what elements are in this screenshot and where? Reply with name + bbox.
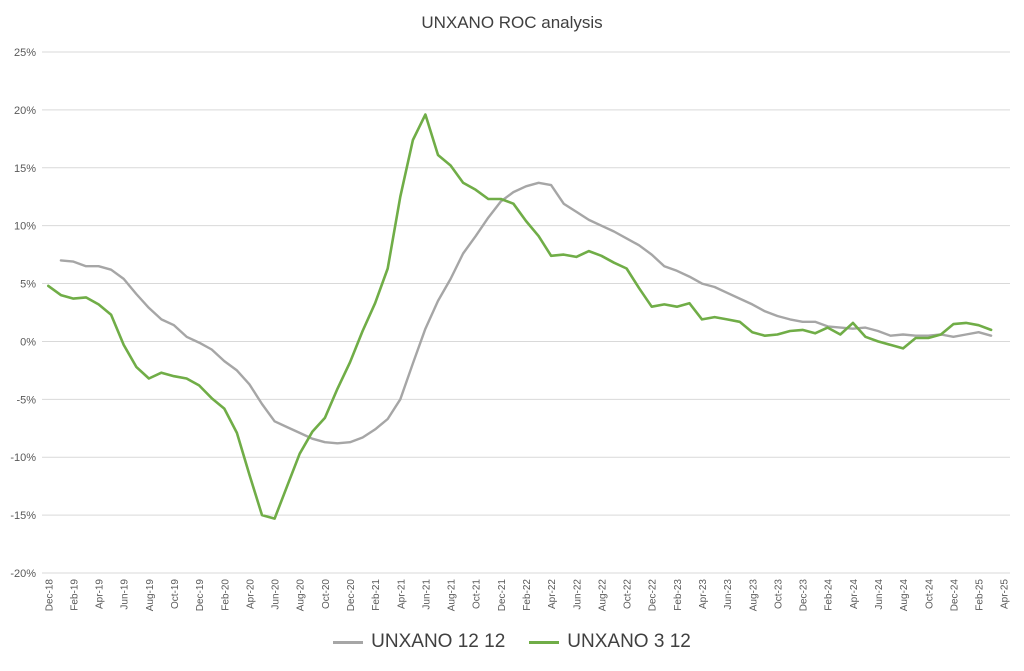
series-lines — [46, 113, 993, 520]
x-tick-label: Jun-21 — [421, 579, 432, 610]
x-tick-label: Feb-20 — [220, 579, 231, 611]
x-tick-label: Feb-21 — [371, 579, 382, 611]
legend-label-unxano-3-12: UNXANO 3 12 — [567, 631, 691, 652]
legend-item-unxano-3-12: UNXANO 3 12 — [529, 631, 691, 653]
chart-title: UNXANO ROC analysis — [421, 13, 603, 32]
x-tick-label: Dec-20 — [346, 579, 357, 612]
x-tick-label: Aug-20 — [296, 579, 307, 612]
x-tick-label: Dec-24 — [949, 579, 960, 612]
x-tick-label: Apr-21 — [396, 579, 407, 609]
x-tick-label: Dec-19 — [195, 579, 206, 612]
x-tick-label: Aug-19 — [145, 579, 156, 612]
legend: UNXANO 12 12 UNXANO 3 12 — [0, 631, 1024, 653]
x-tick-label: Jun-22 — [572, 579, 583, 610]
x-tick-label: Aug-24 — [899, 579, 910, 612]
y-tick-label: -5% — [16, 394, 36, 406]
x-tick-label: Aug-23 — [748, 579, 759, 612]
x-tick-label: Aug-22 — [597, 579, 608, 612]
legend-swatch-unxano-12-12 — [333, 640, 364, 644]
x-tick-label: Jun-19 — [120, 579, 131, 610]
series-line-unxano-12-12 — [59, 181, 993, 445]
x-tick-label: Apr-25 — [1000, 579, 1011, 609]
x-tick-label: Oct-20 — [321, 579, 332, 609]
x-tick-label: Dec-22 — [648, 579, 659, 612]
y-tick-label: 15% — [14, 163, 36, 175]
y-tick-label: -20% — [10, 568, 36, 580]
x-tick-label: Jun-23 — [723, 579, 734, 610]
y-axis-tick-labels: -20% -15% -10% -5% 0% 5% 10% 15% 20% 25% — [10, 47, 36, 580]
x-tick-label: Apr-20 — [245, 579, 256, 609]
x-tick-label: Aug-21 — [447, 579, 458, 612]
y-tick-label: 20% — [14, 105, 36, 117]
x-tick-label: Oct-21 — [472, 579, 483, 609]
x-tick-label: Feb-19 — [69, 579, 80, 611]
x-tick-label: Feb-22 — [522, 579, 533, 611]
x-tick-label: Jun-24 — [874, 579, 885, 610]
y-tick-label: -10% — [10, 452, 36, 464]
x-tick-label: Apr-19 — [95, 579, 106, 609]
x-tick-label: Dec-23 — [799, 579, 810, 612]
x-tick-label: Jun-20 — [271, 579, 282, 610]
legend-item-unxano-12-12: UNXANO 12 12 — [333, 631, 505, 653]
x-tick-label: Oct-23 — [773, 579, 784, 609]
x-tick-label: Apr-23 — [698, 579, 709, 609]
gridlines — [42, 51, 1010, 574]
y-tick-label: 0% — [20, 336, 36, 348]
x-tick-label: Oct-22 — [623, 579, 634, 609]
legend-label-unxano-12-12: UNXANO 12 12 — [371, 631, 506, 652]
x-tick-label: Feb-24 — [824, 579, 835, 611]
x-tick-label: Apr-24 — [849, 579, 860, 609]
y-tick-label: 5% — [20, 279, 36, 291]
x-tick-label: Oct-24 — [924, 579, 935, 609]
x-tick-label: Oct-19 — [170, 579, 181, 609]
x-tick-label: Apr-22 — [547, 579, 558, 609]
legend-swatch-unxano-3-12 — [529, 640, 560, 644]
x-tick-label: Feb-23 — [673, 579, 684, 611]
y-tick-label: -15% — [10, 510, 36, 522]
x-tick-label: Dec-21 — [497, 579, 508, 612]
x-axis-tick-labels: Dec-18 Feb-19 Apr-19 Jun-19 Aug-19 Oct-19 Dec-… — [44, 579, 1010, 612]
x-tick-label: Dec-18 — [44, 579, 55, 612]
y-tick-label: 25% — [14, 47, 36, 59]
series-line-unxano-3-12 — [46, 113, 993, 520]
y-tick-label: 10% — [14, 221, 36, 233]
x-tick-label: Feb-25 — [975, 579, 986, 611]
